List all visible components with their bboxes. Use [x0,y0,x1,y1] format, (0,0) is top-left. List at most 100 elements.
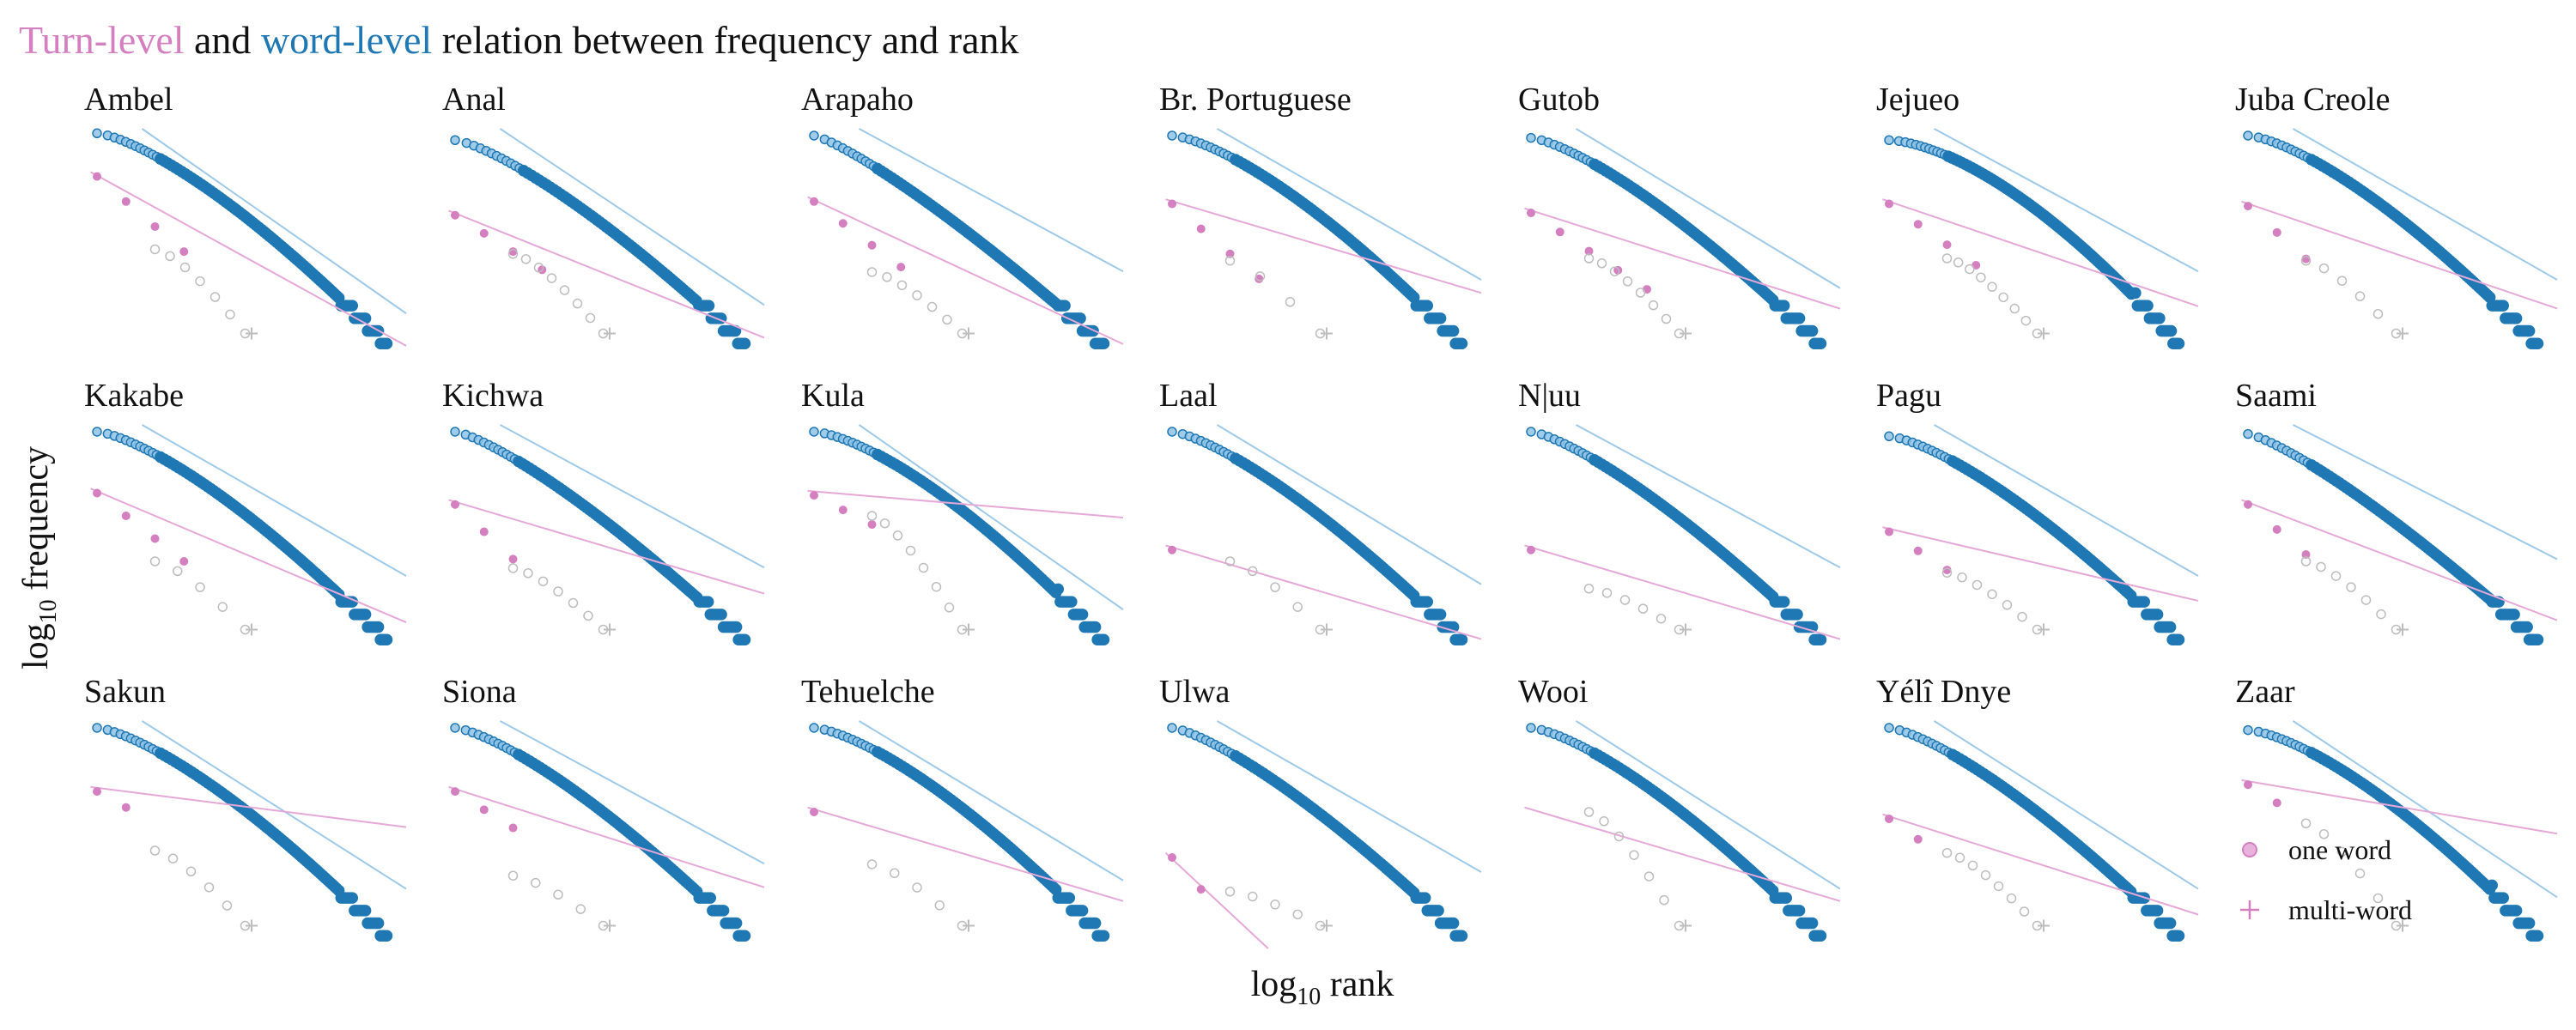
grey-point [2009,303,2020,314]
grey-point [1629,850,1639,860]
panel-11: N|uu [1518,378,1841,646]
grey-point [2318,829,2330,839]
grey-point [559,285,570,295]
word-point [704,892,717,904]
word-point [1447,324,1460,337]
x-label-base: log [1251,965,1297,1004]
grey-point [1656,613,1667,624]
panel-9: Kula [801,378,1124,646]
title-part-1: and [185,18,252,62]
panel-title: Laal [1159,378,1218,414]
grey-point [2376,609,2386,620]
turn-fit-line [807,489,1124,519]
turn-point [2272,227,2281,237]
turn-point [1885,814,1893,823]
word-fit-line [1934,424,2199,577]
grey-point [912,882,922,893]
word-point [346,300,359,312]
word-point [1814,633,1827,646]
grey-plus-marker [2397,919,2409,932]
word-point [2508,609,2520,621]
turn-point [1168,199,1176,209]
word-point [809,130,819,141]
word-point [2523,917,2536,930]
y-label-sub: 10 [35,599,62,623]
word-point [717,905,730,917]
panel-title: Wooi [1518,674,1588,710]
word-point [2142,300,2154,312]
word-fit-line [1575,128,1841,289]
panel-title: Br. Portuguese [1159,82,1352,118]
word-point [1526,427,1536,437]
grey-point [2006,893,2017,904]
panel-title: Saami [2235,378,2317,414]
word-point [450,135,460,145]
grey-point [204,882,215,893]
word-point [92,723,102,733]
grey-point [896,280,908,291]
word-point [2243,428,2253,439]
word-fit-line [858,424,1124,610]
turn-point [1527,545,1535,554]
turn-fit-line [1524,806,1841,902]
turn-point [93,488,101,498]
grey-plus-marker [1680,623,1692,636]
panel-20: Zaar [2235,674,2558,942]
turn-fit-line [2241,200,2558,310]
word-point [2172,633,2185,646]
word-point [1814,337,1827,350]
grey-point [866,267,878,277]
turn-fit-line [807,196,1124,345]
panel-title: Anal [442,82,506,118]
word-point [2510,905,2523,917]
grey-point [1967,860,1978,871]
grey-point [1248,566,1258,577]
grey-point [195,276,205,287]
grey-point [1980,869,1991,881]
grey-point [222,900,233,911]
word-point [380,633,393,646]
panel-title: Pagu [1876,378,1941,414]
word-point [1089,621,1102,633]
grey-point [1987,282,1997,292]
grey-point [531,877,541,888]
grey-plus-marker [2397,623,2409,636]
grey-point [1987,589,1997,600]
grey-point [866,511,878,521]
title-part-3: relation between frequency and rank [432,18,1018,62]
word-point [2243,130,2253,141]
panel-7: Kakabe [84,378,407,646]
grey-point [1622,276,1633,287]
turn-point [1196,224,1206,233]
grey-point [879,518,890,529]
turn-point [2272,798,2281,808]
word-point [1052,583,1065,596]
word-fit-line [1216,424,1482,585]
grey-plus-marker [963,327,975,340]
grey-point [1635,288,1646,298]
grey-point [890,868,900,878]
turn-fit-line [448,785,765,888]
panel-title: Kakabe [84,378,184,414]
panel-2: Arapaho [801,82,1124,350]
word-fit-line [2293,424,2558,560]
panel-19: Yélî Dnye [1876,674,2199,942]
grey-point [944,603,955,613]
grey-point [2300,818,2312,828]
turn-point [2301,550,2311,560]
grey-point [2354,291,2366,301]
grey-point [912,290,922,300]
grey-point [217,602,228,612]
word-point [702,596,714,608]
panel-10: Laal [1159,378,1482,646]
word-point [1097,337,1110,350]
panel-14: Sakun [84,674,407,942]
panel-6: Juba Creole [2235,82,2558,350]
grey-point [931,581,942,592]
grey-point [149,556,161,566]
turn-point [451,787,459,797]
turn-point [2244,202,2252,211]
turn-fit-line [2241,499,2558,621]
word-point [2531,337,2544,350]
word-point [1526,723,1536,733]
